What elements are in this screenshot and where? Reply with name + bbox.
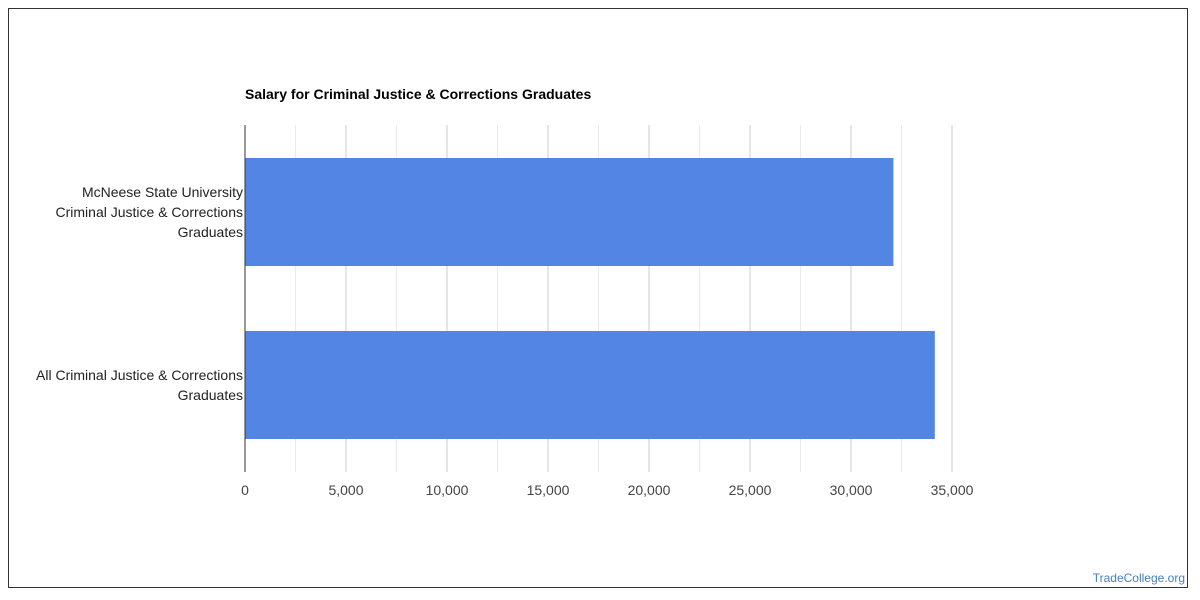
watermark-link[interactable]: TradeCollege.org	[1092, 571, 1185, 585]
x-tick-label: 15,000	[527, 482, 570, 498]
category-label: All Criminal Justice & Corrections	[36, 367, 243, 383]
bar-1	[245, 158, 894, 266]
category-label: Criminal Justice & Corrections	[56, 204, 244, 220]
x-tick-label: 35,000	[931, 482, 974, 498]
chart-title: Salary for Criminal Justice & Correction…	[245, 86, 592, 102]
category-label: Graduates	[178, 387, 243, 403]
category-label: Graduates	[178, 224, 243, 240]
x-tick-label: 5,000	[328, 482, 363, 498]
bar-2	[245, 331, 935, 439]
x-tick-label: 30,000	[830, 482, 873, 498]
x-tick-label: 25,000	[729, 482, 772, 498]
x-tick-label: 10,000	[426, 482, 469, 498]
category-label: McNeese State University	[82, 184, 243, 200]
x-tick-label: 20,000	[628, 482, 671, 498]
x-tick-label: 0	[241, 482, 249, 498]
